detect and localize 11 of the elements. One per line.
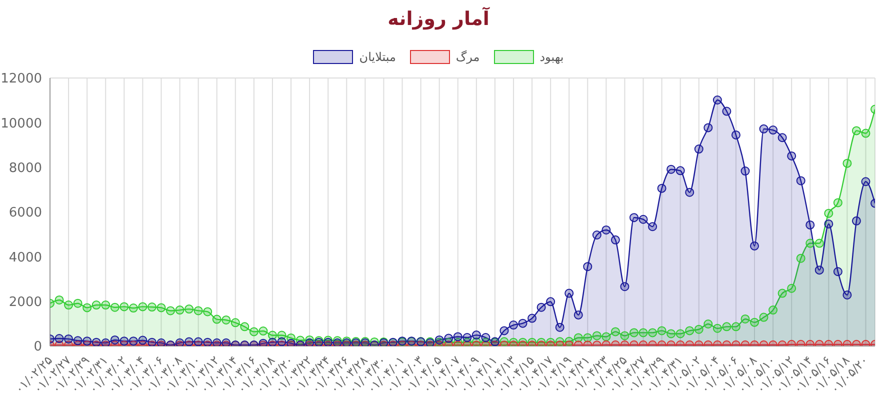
- y-tick-label: 0: [34, 340, 42, 355]
- y-tick-label: 12000: [0, 72, 42, 87]
- y-tick-label: 6000: [8, 206, 42, 221]
- y-tick-label: 4000: [8, 250, 42, 266]
- legend-label: مرگ: [456, 50, 480, 64]
- y-tick-label: 8000: [8, 160, 42, 176]
- legend-label: بهبود: [540, 50, 564, 64]
- y-tick-label: 10000: [0, 116, 42, 132]
- chart-title: آمار روزانه: [386, 8, 491, 30]
- legend-label: مبتلایان: [359, 50, 396, 64]
- y-tick-label: 2000: [8, 294, 42, 310]
